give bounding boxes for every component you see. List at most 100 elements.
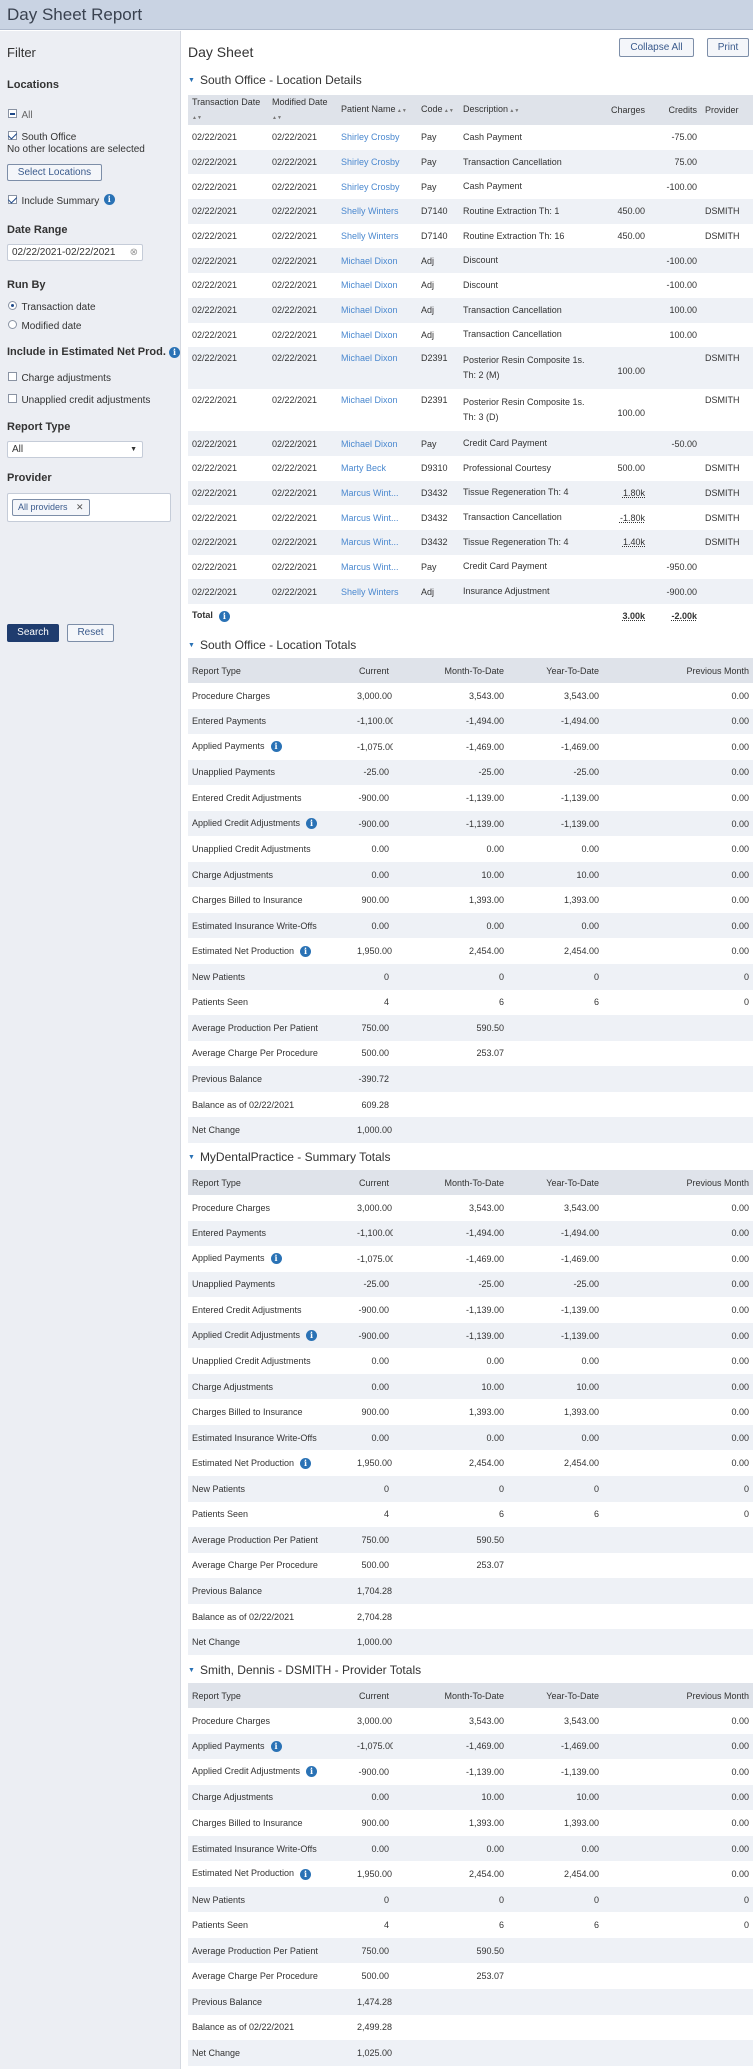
- reset-button[interactable]: Reset: [67, 624, 114, 642]
- column-header-transaction-date[interactable]: Transaction Date ▲▼: [188, 95, 268, 125]
- unapplied-credit-checkbox[interactable]: Unapplied credit adjustments: [8, 390, 150, 408]
- report-type-label: Balance as of 02/22/2021: [192, 1099, 295, 1110]
- column-header-patient-name[interactable]: Patient Name ▲▼: [337, 95, 417, 125]
- info-icon[interactable]: i: [270, 1740, 282, 1752]
- sort-icon[interactable]: ▲▼: [508, 108, 520, 114]
- cell-patient-name[interactable]: Michael Dixon: [337, 347, 417, 390]
- column-header-code[interactable]: Code ▲▼: [417, 95, 459, 125]
- cell-patient-name[interactable]: Marcus Wint...: [337, 480, 417, 506]
- value: 0: [593, 971, 599, 982]
- table-row: Applied Payments i -1,075.00 -1,469.00 -1,46…: [188, 1733, 753, 1760]
- info-icon[interactable]: i: [306, 1766, 318, 1778]
- value: 4: [383, 1509, 389, 1520]
- cell-patient-name[interactable]: Michael Dixon: [341, 329, 398, 340]
- info-icon[interactable]: i: [300, 1868, 312, 1880]
- modified-date-radio[interactable]: Modified date: [8, 316, 82, 334]
- cell-value: 2,454.00: [508, 938, 603, 964]
- cell-value: 0.00: [508, 1348, 603, 1374]
- table-row: Entered Payments -1,100.00 -1,494.00 -1,494…: [188, 1220, 753, 1247]
- summary-totals-section-header[interactable]: ▼ MyDentalPractice - Summary Totals: [188, 1150, 753, 1164]
- table-row: 02/22/2021 02/22/2021 Marcus Wint... D3432 T…: [188, 480, 753, 506]
- print-button[interactable]: Print: [707, 38, 749, 57]
- value: 750.00: [361, 1534, 389, 1545]
- column-header-modified-date[interactable]: Modified Date ▲▼: [268, 95, 337, 125]
- cell-description: Transaction Cancellation: [463, 329, 562, 340]
- cell-patient-name[interactable]: Michael Dixon: [337, 431, 417, 456]
- cell-patient-name[interactable]: Michael Dixon: [341, 280, 398, 291]
- cell-charges: [595, 431, 649, 456]
- cell-patient-name[interactable]: Shelly Winters: [341, 231, 399, 242]
- cell-code: Pay: [421, 132, 437, 143]
- collapse-all-button[interactable]: Collapse All: [619, 38, 694, 57]
- info-icon[interactable]: i: [103, 194, 115, 206]
- info-icon[interactable]: i: [306, 1330, 318, 1342]
- transaction-date-radio[interactable]: Transaction date: [8, 297, 96, 315]
- location-totals-section-header[interactable]: ▼ South Office - Location Totals: [188, 638, 753, 652]
- clear-icon[interactable]: ⊗: [129, 247, 138, 258]
- cell-patient-name[interactable]: Shirley Crosby: [341, 132, 400, 143]
- value: 0.00: [371, 1792, 389, 1803]
- table-row: Net Change 1,000.00: [188, 1629, 753, 1655]
- select-locations-button[interactable]: Select Locations: [7, 164, 102, 181]
- cell-patient-name[interactable]: Marcus Wint...: [337, 529, 417, 555]
- sort-icon[interactable]: ▲▼: [192, 115, 202, 121]
- report-type-select[interactable]: All ▼: [7, 441, 143, 458]
- cell-patient-name[interactable]: Shelly Winters: [337, 579, 417, 604]
- charge-adjustments-checkbox[interactable]: Charge adjustments: [8, 368, 111, 386]
- cell-description: Transaction Cancellation: [459, 149, 595, 175]
- info-icon[interactable]: i: [270, 741, 282, 753]
- cell-transaction-date: 02/22/2021: [188, 579, 268, 604]
- row-label: Balance as of 02/22/2021: [188, 1604, 353, 1630]
- report-type-label: Entered Credit Adjustments: [192, 1304, 302, 1315]
- value: 500.00: [361, 1971, 389, 1982]
- date-range-input[interactable]: 02/22/2021-02/22/2021 ⊗: [7, 244, 143, 261]
- search-button[interactable]: Search: [7, 624, 59, 642]
- value: 0.00: [371, 844, 389, 855]
- value: -900.00: [358, 792, 389, 803]
- all-locations-checkbox[interactable]: All: [8, 105, 33, 123]
- location-details-section-header[interactable]: ▼ South Office - Location Details: [188, 73, 753, 87]
- cell-patient-name[interactable]: Marcus Wint...: [341, 561, 399, 572]
- include-summary-checkbox[interactable]: Include Summary i: [8, 191, 115, 209]
- info-icon[interactable]: i: [306, 818, 318, 830]
- cell-value: 0: [353, 1476, 393, 1502]
- cell-patient-name[interactable]: Marcus Wint...: [341, 512, 399, 523]
- cell-value: 750.00: [353, 1937, 393, 1964]
- info-icon[interactable]: i: [168, 346, 180, 358]
- value: 0: [743, 1894, 749, 1905]
- provider-totals-section-header[interactable]: ▼ Smith, Dennis - DSMITH - Provider Total…: [188, 1663, 753, 1677]
- cell-modified-date: 02/22/2021: [268, 297, 337, 323]
- info-icon[interactable]: i: [270, 1253, 282, 1265]
- sort-icon[interactable]: ▲▼: [395, 108, 407, 114]
- table-row: Unapplied Credit Adjustments 0.00 0.00 0.00…: [188, 836, 753, 862]
- cell-patient-name[interactable]: Michael Dixon: [341, 395, 398, 406]
- info-icon[interactable]: i: [218, 610, 230, 622]
- provider-chip[interactable]: All providers ✕: [12, 499, 90, 516]
- value: 0.00: [731, 1869, 749, 1880]
- cell-patient-name[interactable]: Michael Dixon: [337, 297, 417, 323]
- sort-icon[interactable]: ▲▼: [442, 108, 454, 114]
- cell-patient-name[interactable]: Shirley Crosby: [337, 149, 417, 175]
- cell-value: 0.00: [603, 708, 753, 735]
- cell-value: [603, 1041, 753, 1067]
- row-label: Charge Adjustments: [188, 1373, 353, 1400]
- info-icon[interactable]: i: [300, 945, 312, 957]
- cell-value: [393, 1629, 508, 1655]
- column-header-description[interactable]: Description ▲▼: [459, 95, 595, 125]
- cell-patient-name[interactable]: Marty Beck: [341, 463, 387, 474]
- cell-credits: -950.00: [666, 561, 697, 572]
- cell-patient-name[interactable]: Shirley Crosby: [341, 181, 400, 192]
- cell-provider: [701, 125, 753, 150]
- cell-patient-name[interactable]: Shelly Winters: [337, 199, 417, 224]
- report-type-label: Estimated Insurance Write-Offs: [192, 1432, 317, 1443]
- provider-multiselect[interactable]: All providers ✕: [7, 493, 171, 522]
- cell-patient-name[interactable]: Michael Dixon: [337, 248, 417, 274]
- cell-value: [603, 1527, 753, 1553]
- south-office-checkbox[interactable]: South Office: [8, 127, 76, 145]
- remove-chip-icon[interactable]: ✕: [76, 502, 84, 512]
- cell-provider: [701, 149, 753, 175]
- cell-value: 0.00: [603, 1759, 753, 1785]
- sort-icon[interactable]: ▲▼: [272, 115, 282, 121]
- cell-value: -390.72: [353, 1066, 393, 1092]
- info-icon[interactable]: i: [300, 1457, 312, 1469]
